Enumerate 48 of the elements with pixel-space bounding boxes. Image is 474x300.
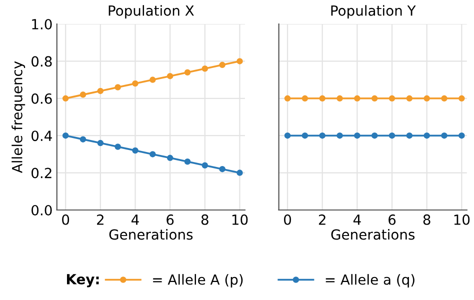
point [132,147,138,154]
point [219,62,226,68]
point [166,72,174,80]
chart-title: Population X [108,5,194,19]
x-axis-title: Generations [109,228,193,240]
point [80,92,86,98]
x-tick-label: 4 [353,214,361,225]
x-tick-label: 0 [62,214,70,225]
point [97,140,104,146]
y-tick-label: 0.0 [32,204,52,216]
point [166,154,174,162]
point [114,144,121,150]
y-axis-title: Allele frequency [12,61,26,174]
x-tick-label: 8 [201,214,208,225]
x-tick-label: 8 [423,214,430,225]
point [150,151,156,158]
chart-title: Population Y [331,5,416,19]
point [132,80,138,87]
x-tick-label: 0 [284,214,292,225]
y-tick-label: 0.2 [32,168,52,178]
legend-label: = Allele A (p) [153,274,243,288]
x-axis-title: Generations [331,228,415,240]
point [184,158,191,165]
point [62,132,69,139]
x-tick-label: 10 [454,214,470,225]
y-tick-label: 0.4 [32,130,52,142]
point [80,136,86,142]
x-tick-label: 6 [388,214,396,225]
point [184,69,191,76]
point [114,84,121,90]
x-tick-label: 2 [97,214,104,225]
x-tick-label: 6 [166,214,174,225]
legend-title: Key: [66,274,99,288]
legend-label: = Allele a (q) [326,274,414,288]
x-tick-label: 4 [132,214,139,225]
point [202,162,208,168]
x-tick-label: 2 [318,214,326,225]
point [150,76,156,83]
point [97,88,104,94]
point [202,66,208,72]
y-tick-label: 0.6 [32,93,52,104]
point [236,170,243,176]
point [62,95,69,102]
point [236,58,243,64]
point [219,166,226,172]
x-tick-label: 10 [232,214,248,225]
y-tick-label: 1.0 [32,18,52,30]
y-tick-label: 0.8 [32,56,52,67]
